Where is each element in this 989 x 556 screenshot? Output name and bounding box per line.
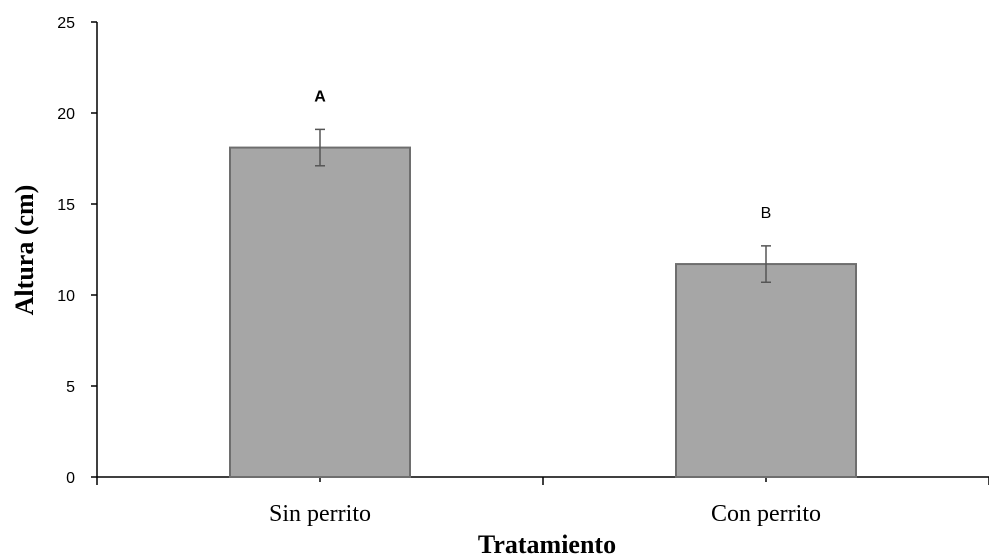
bar [229,146,411,479]
x-category-label: Sin perrito [269,501,371,527]
y-axis: 0 5 10 15 20 25 [57,15,98,487]
significance-label: B [761,205,772,222]
y-tick-label: 10 [57,288,75,305]
y-tick-label: 15 [57,197,75,214]
y-tick-label: 5 [66,379,75,396]
y-axis-title: Altura (cm) [10,185,39,316]
x-category-label: Con perrito [711,501,821,527]
significance-label: A [314,88,326,105]
y-tick-label: 20 [57,106,75,123]
y-tick-label: 25 [57,15,75,32]
bars: AB [229,88,857,479]
x-axis-title: Tratamiento [478,530,616,556]
x-axis: Sin perrito Con perrito [96,472,989,527]
y-tick-label: 0 [66,470,75,487]
bar [675,263,857,478]
